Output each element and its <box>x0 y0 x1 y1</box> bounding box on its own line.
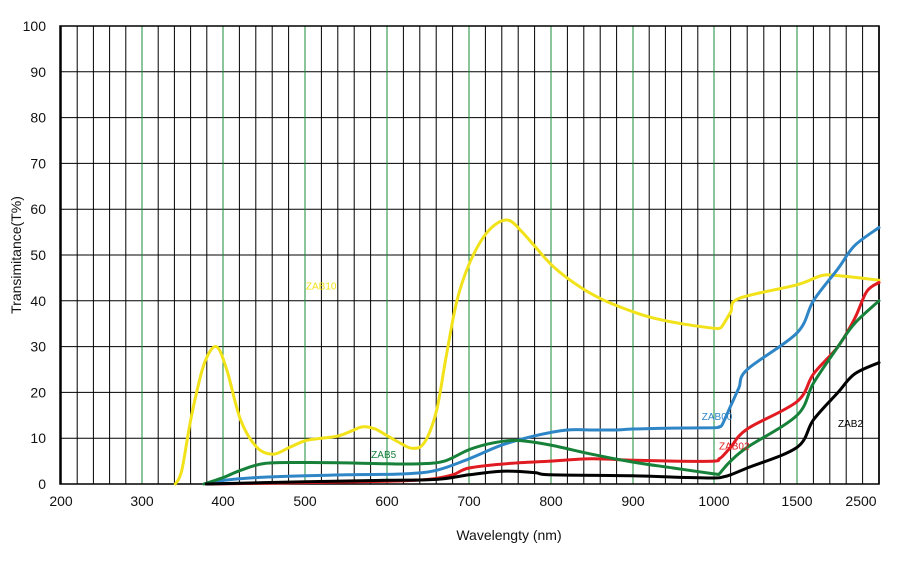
y-tick-label: 30 <box>30 339 46 355</box>
x-tick-label: 800 <box>539 493 563 509</box>
y-tick-label: 80 <box>30 110 46 126</box>
series-line-zab2 <box>204 361 881 486</box>
y-tick-label: 90 <box>30 64 46 80</box>
x-tick-label: 500 <box>293 493 317 509</box>
series-labels: ZAB10 ZAB00 ZAB02 ZAB5 ZAB2 <box>306 281 864 461</box>
y-tick-label: 10 <box>30 430 46 446</box>
x-tick-label: 900 <box>621 493 645 509</box>
y-tick-label: 50 <box>30 247 46 263</box>
y-axis-title: Transimitance(T%) <box>8 196 24 314</box>
x-tick-labels: 200 300 400 500 600 700 800 900 1000 1500 2500 <box>49 493 876 509</box>
series-label-zab5: ZAB5 <box>371 450 396 461</box>
series-line-zab10 <box>173 218 881 486</box>
series-lines <box>173 218 881 486</box>
y-tick-labels: 0 10 20 30 40 50 60 70 80 90 100 <box>23 18 47 492</box>
series-label-zab10: ZAB10 <box>306 281 337 292</box>
x-tick-label: 300 <box>130 493 154 509</box>
y-tick-label: 40 <box>30 293 46 309</box>
x-tick-label: 600 <box>375 493 399 509</box>
x-tick-label: 1000 <box>698 493 729 509</box>
x-tick-label: 1500 <box>781 493 812 509</box>
x-axis-title: Wavelengty (nm) <box>456 527 561 543</box>
y-tick-label: 0 <box>38 476 46 492</box>
series-label-zab00: ZAB00 <box>702 412 733 423</box>
y-tick-label: 20 <box>30 384 46 400</box>
x-tick-label: 700 <box>457 493 481 509</box>
series-line-zab00 <box>204 226 881 486</box>
y-tick-label: 60 <box>30 201 46 217</box>
x-tick-label: 200 <box>49 493 73 509</box>
x-tick-label: 2500 <box>845 493 876 509</box>
plot-border <box>59 25 880 485</box>
y-tick-label: 100 <box>23 18 47 34</box>
series-label-zab02: ZAB02 <box>719 442 750 453</box>
x-tick-label: 400 <box>211 493 235 509</box>
y-tick-label: 70 <box>30 155 46 171</box>
series-line-zab5 <box>202 299 881 486</box>
series-label-zab2: ZAB2 <box>838 419 863 430</box>
